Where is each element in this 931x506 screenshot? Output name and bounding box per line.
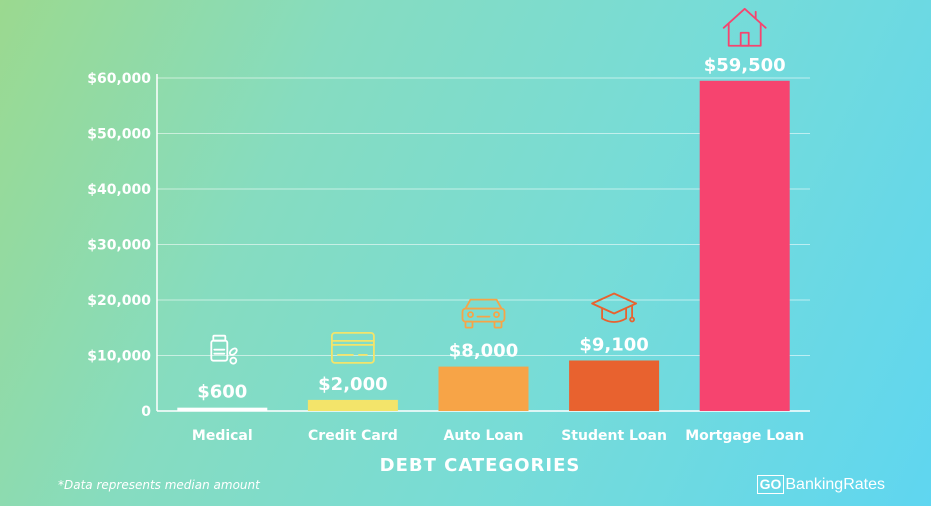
bar-student-loan	[569, 360, 660, 411]
value-label: $8,000	[449, 341, 518, 362]
y-tick-label: $60,000	[87, 71, 151, 87]
y-tick-label: $20,000	[87, 293, 151, 309]
graduation-cap-icon	[591, 292, 637, 323]
category-icons	[210, 7, 767, 365]
y-tick-label: 0	[141, 404, 151, 420]
footnote: *Data represents median amount	[58, 478, 260, 492]
medicine-bottle-icon	[210, 334, 238, 365]
bar-credit-card	[307, 399, 398, 411]
house-icon	[722, 7, 767, 47]
bar-mortgage-loan	[699, 80, 790, 412]
value-labels: $600 $2,000 $8,000 $9,100 $59,500	[197, 55, 785, 403]
y-axis-ticks: 0 $10,000 $20,000 $30,000 $40,000 $50,000 $60,…	[87, 71, 151, 420]
bars	[177, 80, 790, 412]
y-tick-label: $30,000	[87, 238, 151, 254]
brand-logo-text: BankingRates	[785, 475, 885, 493]
brand-logo: GO BankingRates	[756, 475, 885, 494]
x-axis-title: DEBT CATEGORIES	[380, 455, 581, 476]
x-axis-category-labels: Medical Credit Card Auto Loan Student Loan M…	[192, 428, 804, 444]
y-tick-label: $50,000	[87, 127, 151, 143]
value-label: $59,500	[704, 55, 786, 76]
bar-auto-loan	[438, 366, 529, 411]
value-label: $9,100	[579, 334, 648, 355]
bar-medical	[177, 407, 268, 411]
x-category-label: Student Loan	[561, 428, 667, 444]
x-category-label: Credit Card	[308, 428, 398, 444]
brand-logo-box: GO	[756, 475, 785, 494]
y-tick-label: $10,000	[87, 349, 151, 365]
x-category-label: Medical	[192, 428, 253, 444]
value-label: $600	[197, 382, 247, 403]
car-icon	[461, 298, 506, 329]
y-tick-label: $40,000	[87, 182, 151, 198]
x-category-label: Mortgage Loan	[685, 428, 804, 444]
x-category-label: Auto Loan	[444, 428, 524, 444]
credit-card-icon	[330, 331, 375, 364]
value-label: $2,000	[318, 374, 387, 395]
